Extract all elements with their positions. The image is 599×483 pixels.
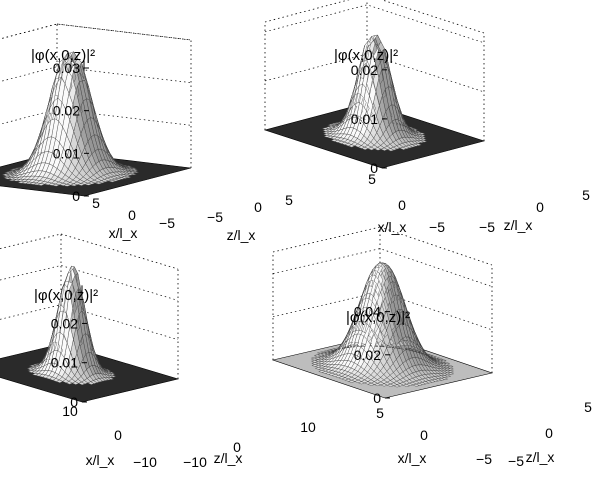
x-tick-label: −10	[133, 454, 157, 470]
mesh-cell	[9, 179, 17, 181]
mesh-cell	[27, 370, 36, 373]
grid-line	[0, 23, 192, 41]
surface-mesh	[321, 34, 428, 152]
y-tick-label: −5	[479, 219, 495, 235]
mesh-cell	[311, 364, 319, 367]
z-tick-label: 0	[370, 160, 378, 176]
x-axis-label: x/l_x	[398, 450, 427, 466]
z-tick-label: 0.01	[53, 145, 80, 161]
mesh-cell	[29, 365, 36, 367]
grid-line	[0, 66, 192, 84]
mesh-cell	[321, 127, 330, 130]
z-tick-label: 0	[72, 188, 80, 204]
x-tick-label: 5	[376, 405, 384, 421]
x-tick-label: 5	[92, 195, 100, 211]
z-axis-label: |φ(x,0,z)|²	[34, 287, 98, 304]
y-tick-label: 0	[545, 425, 553, 441]
y-tick-label: −10	[183, 454, 207, 470]
z-tick-label: 0.02	[354, 347, 381, 363]
z-axis-label: |φ(x,0,z)|²	[346, 309, 410, 326]
x-tick-label: −5	[159, 215, 175, 231]
mesh-cell	[317, 351, 324, 354]
surface-mesh	[1, 51, 140, 187]
z-axis-label: |φ(x,0,z)|²	[334, 47, 398, 64]
mesh-cell	[4, 171, 12, 173]
z-tick-label: 0.01	[51, 355, 78, 371]
z-tick-label: 0.02	[53, 103, 80, 119]
y-tick-label: −5	[508, 453, 524, 469]
mesh-cell	[322, 131, 331, 134]
grid-line	[0, 265, 179, 301]
mesh-cell	[327, 124, 335, 126]
mesh-cell	[314, 354, 321, 357]
mesh-cell	[310, 357, 319, 360]
x-tick-label: 5	[368, 171, 376, 187]
y-tick-label: 10	[300, 419, 316, 435]
z-tick-label: 0.02	[351, 62, 378, 78]
y-tick-label: 0	[536, 199, 544, 215]
z-tick-label: 0.04	[354, 304, 381, 320]
z-tick-label: 0.01	[351, 111, 378, 127]
x-tick-label: 0	[420, 427, 428, 443]
x-tick-label: −5	[476, 451, 492, 467]
grid-line	[0, 233, 62, 250]
grid-line	[272, 226, 381, 253]
x-axis-label: x/l_x	[109, 225, 138, 241]
surface-panel-top-left: 00.010.020.03|φ(x,0,z)|²50 −5x/l_x−50 5z/l…	[0, 23, 293, 243]
x-axis-label: x/l_x	[378, 219, 407, 235]
x-tick-label: −5	[429, 219, 445, 235]
y-axis-label: z/l_x	[214, 450, 243, 466]
mesh-cell	[26, 367, 34, 370]
y-tick-label: 0	[254, 199, 262, 215]
surface-mesh	[26, 265, 117, 386]
mesh-cell	[4, 177, 12, 180]
y-tick-label: 5	[285, 192, 293, 208]
grid-line	[0, 304, 179, 341]
mesh-cell	[310, 360, 319, 363]
y-tick-label: 5	[582, 187, 590, 203]
mesh-cell	[9, 168, 17, 170]
y-tick-label: −5	[207, 209, 223, 225]
z-tick-label: 0.02	[51, 315, 78, 331]
z-tick-label: 0	[373, 390, 381, 406]
x-tick-label: 0	[114, 427, 122, 443]
mesh-cell	[323, 135, 331, 138]
mesh-cell	[3, 176, 11, 178]
y-tick-label: 5	[584, 399, 592, 415]
x-tick-label: 0	[398, 197, 406, 213]
grid-line	[264, 0, 350, 23]
x-tick-label: 10	[62, 403, 78, 419]
grid-line	[381, 0, 485, 34]
y-tick-label: 0	[233, 439, 241, 455]
z-axis-label: |φ(x,0,z)|²	[31, 47, 95, 64]
x-tick-label: 0	[128, 207, 136, 223]
mesh-cell	[31, 373, 40, 376]
mesh-cell	[321, 129, 330, 132]
z-tick-label: 0	[70, 394, 78, 410]
grid-line	[379, 226, 493, 266]
y-axis-label: z/l_x	[504, 217, 533, 233]
y-axis-label: z/l_x	[227, 227, 256, 243]
grid-line	[272, 291, 493, 331]
z-tick-label: 0.03	[53, 60, 80, 76]
mesh-cell	[1, 173, 10, 176]
x-axis-label: x/l_x	[86, 452, 115, 468]
y-axis-label: z/l_x	[526, 449, 555, 465]
surface-mesh	[310, 262, 455, 388]
grid-line	[272, 248, 493, 287]
